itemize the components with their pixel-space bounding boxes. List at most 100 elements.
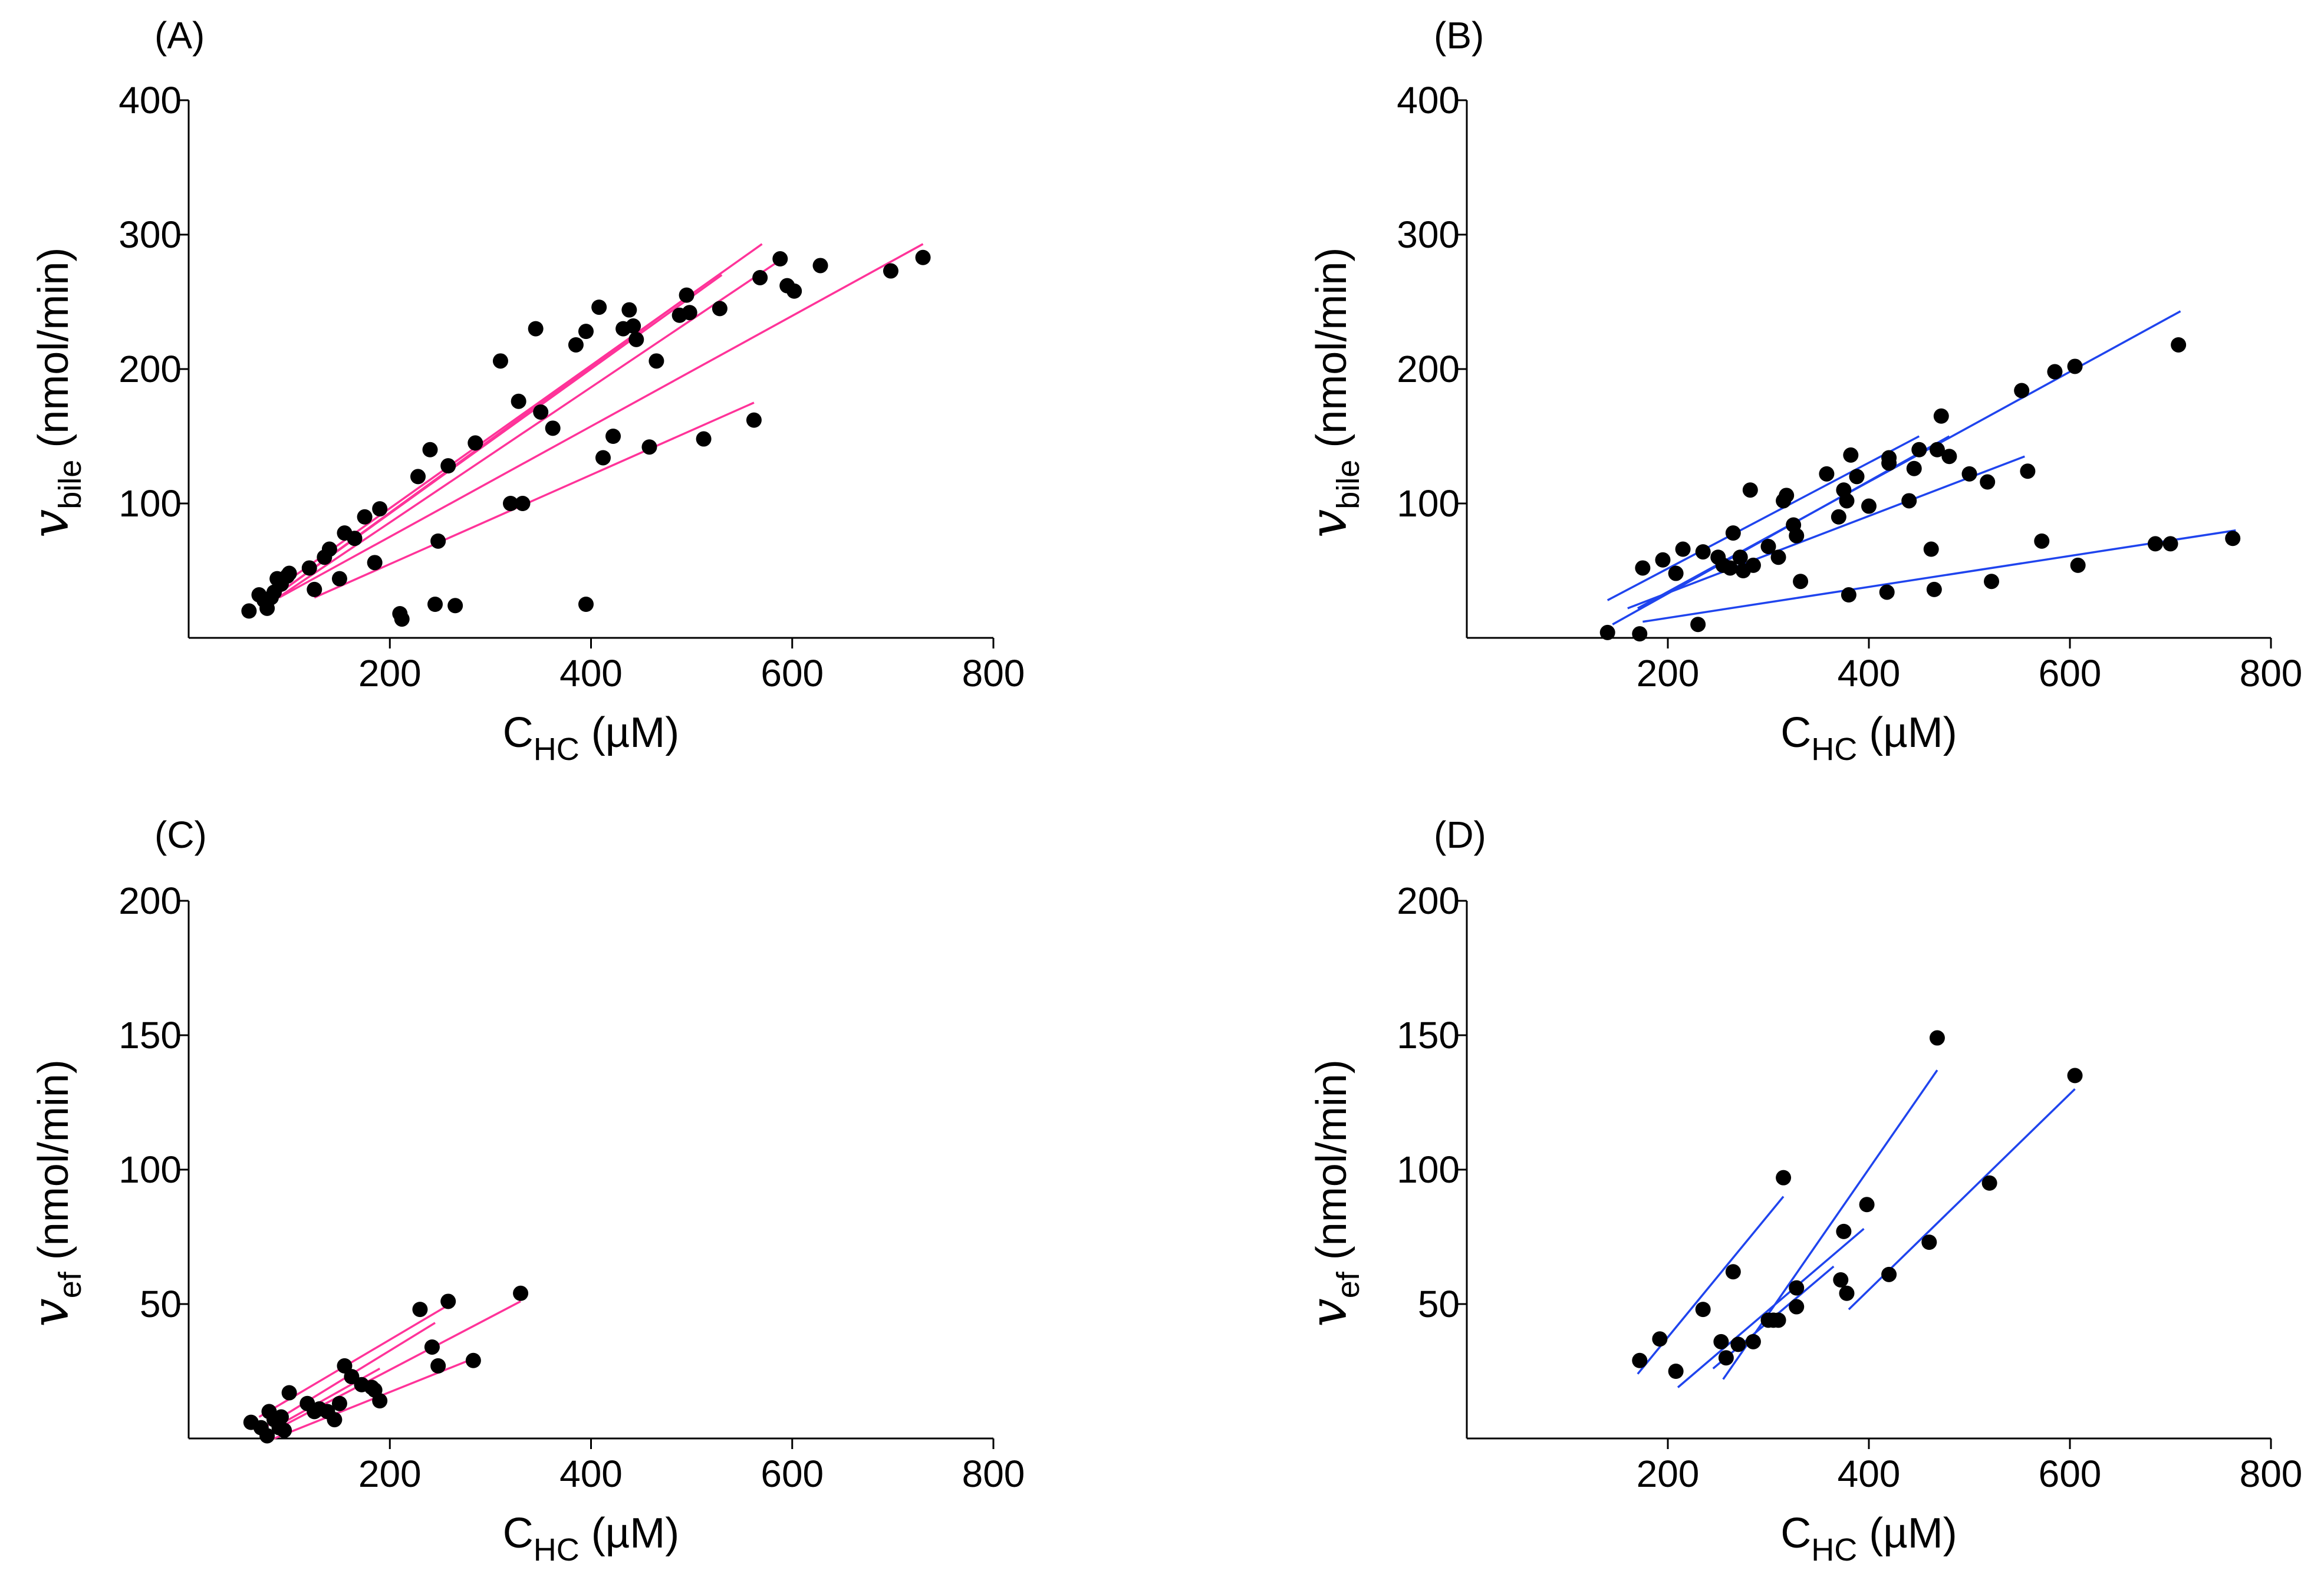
y-axis-title-main: v — [1299, 1298, 1358, 1327]
x-tick-label: 600 — [2039, 1453, 2102, 1495]
data-point — [568, 337, 584, 353]
y-tick-label: 200 — [118, 880, 182, 922]
data-point — [2147, 536, 2163, 552]
data-point — [1859, 1197, 1875, 1213]
data-point — [321, 541, 337, 557]
data-point — [301, 560, 317, 576]
fit-line — [1637, 310, 2181, 610]
data-point — [1695, 1302, 1711, 1318]
data-point — [372, 501, 388, 517]
data-point — [1819, 466, 1835, 482]
data-point — [1730, 1336, 1746, 1352]
data-point — [649, 353, 664, 369]
y-axis-title-unit: (nmol/min) — [30, 248, 77, 460]
y-axis-title-main: v — [21, 1298, 80, 1327]
y-axis-title-main: v — [1299, 509, 1358, 538]
y-tick-label: 150 — [1397, 1014, 1460, 1056]
data-point — [621, 302, 637, 318]
x-tick-label: 400 — [559, 652, 623, 694]
data-point — [440, 1293, 456, 1309]
data-point — [1836, 1223, 1852, 1239]
data-point — [1911, 442, 1927, 457]
y-tick-label: 300 — [118, 213, 182, 256]
data-point — [1984, 574, 2000, 590]
data-point — [1926, 581, 1942, 597]
data-point — [281, 565, 297, 581]
data-point — [1690, 617, 1706, 633]
data-point — [2067, 358, 2083, 374]
data-point — [2034, 533, 2050, 549]
data-point — [1776, 1170, 1792, 1186]
y-axis-title-sub: bile — [1331, 460, 1366, 509]
x-axis-title-main: C — [503, 1510, 534, 1557]
data-point — [1668, 1364, 1684, 1379]
data-point — [1632, 1352, 1648, 1368]
data-point — [1655, 552, 1671, 568]
data-point — [273, 1409, 289, 1425]
data-point — [812, 258, 828, 274]
data-point — [2070, 557, 2086, 573]
x-axis-title: CHC (µM) — [503, 1510, 679, 1568]
data-point — [357, 509, 373, 525]
x-tick-label: 800 — [962, 1453, 1025, 1495]
fit-line — [1642, 529, 2236, 623]
y-axis-title-main: v — [21, 509, 80, 538]
data-point — [331, 1395, 347, 1411]
fit-line — [1627, 455, 2025, 610]
x-axis-title: CHC (µM) — [1780, 709, 1957, 767]
data-point — [679, 287, 694, 303]
data-point — [424, 1339, 440, 1355]
data-point — [1961, 466, 1977, 482]
data-point — [641, 439, 657, 455]
panel-d: (D) 50 100 150 200 200 400 600 800 CHC (µM) vef (n… — [1299, 814, 2302, 1568]
data-point — [1839, 493, 1855, 509]
data-point — [1632, 626, 1648, 642]
fit-line — [1607, 435, 1920, 601]
y-axis-title-unit: (nmol/min) — [30, 1059, 77, 1272]
data-point — [1635, 560, 1651, 576]
data-point — [1933, 408, 1949, 424]
x-axis-title-unit: (µM) — [1857, 1510, 1957, 1557]
x-tick-label: 800 — [962, 652, 1025, 694]
x-axis-title: CHC (µM) — [503, 709, 679, 767]
data-point — [628, 331, 644, 347]
data-point — [2020, 463, 2036, 479]
data-point — [1770, 1312, 1786, 1328]
y-axis-title-unit: (nmol/min) — [1308, 248, 1355, 460]
data-point — [513, 1285, 529, 1301]
data-point — [1713, 1334, 1729, 1349]
panel-b: (B) 100 200 300 400 200 400 600 800 CHC (µM) vbile… — [1299, 14, 2302, 767]
y-tick-label: 100 — [1397, 1148, 1460, 1191]
x-tick-label: 400 — [559, 1453, 623, 1495]
data-point — [241, 603, 257, 619]
y-tick-label: 300 — [1397, 213, 1460, 256]
x-tick-label: 400 — [1838, 652, 1901, 694]
data-point — [1742, 482, 1758, 498]
data-point — [2067, 1068, 2083, 1084]
data-point — [1923, 541, 1939, 557]
panel-c: (C) 50 100 150 200 200 400 600 800 CHC (µM) vef (n… — [21, 814, 1025, 1568]
x-tick-label: 200 — [1637, 1453, 1700, 1495]
y-axis-title-sub: ef — [1331, 1271, 1366, 1298]
data-point — [2047, 364, 2063, 380]
data-point — [1779, 488, 1795, 503]
data-point — [447, 598, 463, 614]
data-point — [422, 442, 438, 457]
x-axis-title-sub: HC — [534, 732, 580, 767]
data-point — [772, 251, 788, 267]
fit-line — [1677, 1227, 1865, 1388]
data-point — [307, 581, 322, 597]
fit-line — [314, 401, 755, 599]
x-tick-label: 200 — [358, 652, 422, 694]
data-point — [1901, 493, 1917, 509]
data-point — [259, 1428, 275, 1444]
y-axis-title-unit: (nmol/min) — [1308, 1059, 1355, 1272]
data-point — [372, 1393, 388, 1409]
x-axis-title: CHC (µM) — [1780, 1510, 1957, 1568]
data-point — [1722, 560, 1738, 576]
data-point — [1725, 525, 1741, 541]
data-point — [1599, 624, 1615, 640]
data-point — [1760, 538, 1776, 554]
data-point — [1879, 584, 1895, 600]
